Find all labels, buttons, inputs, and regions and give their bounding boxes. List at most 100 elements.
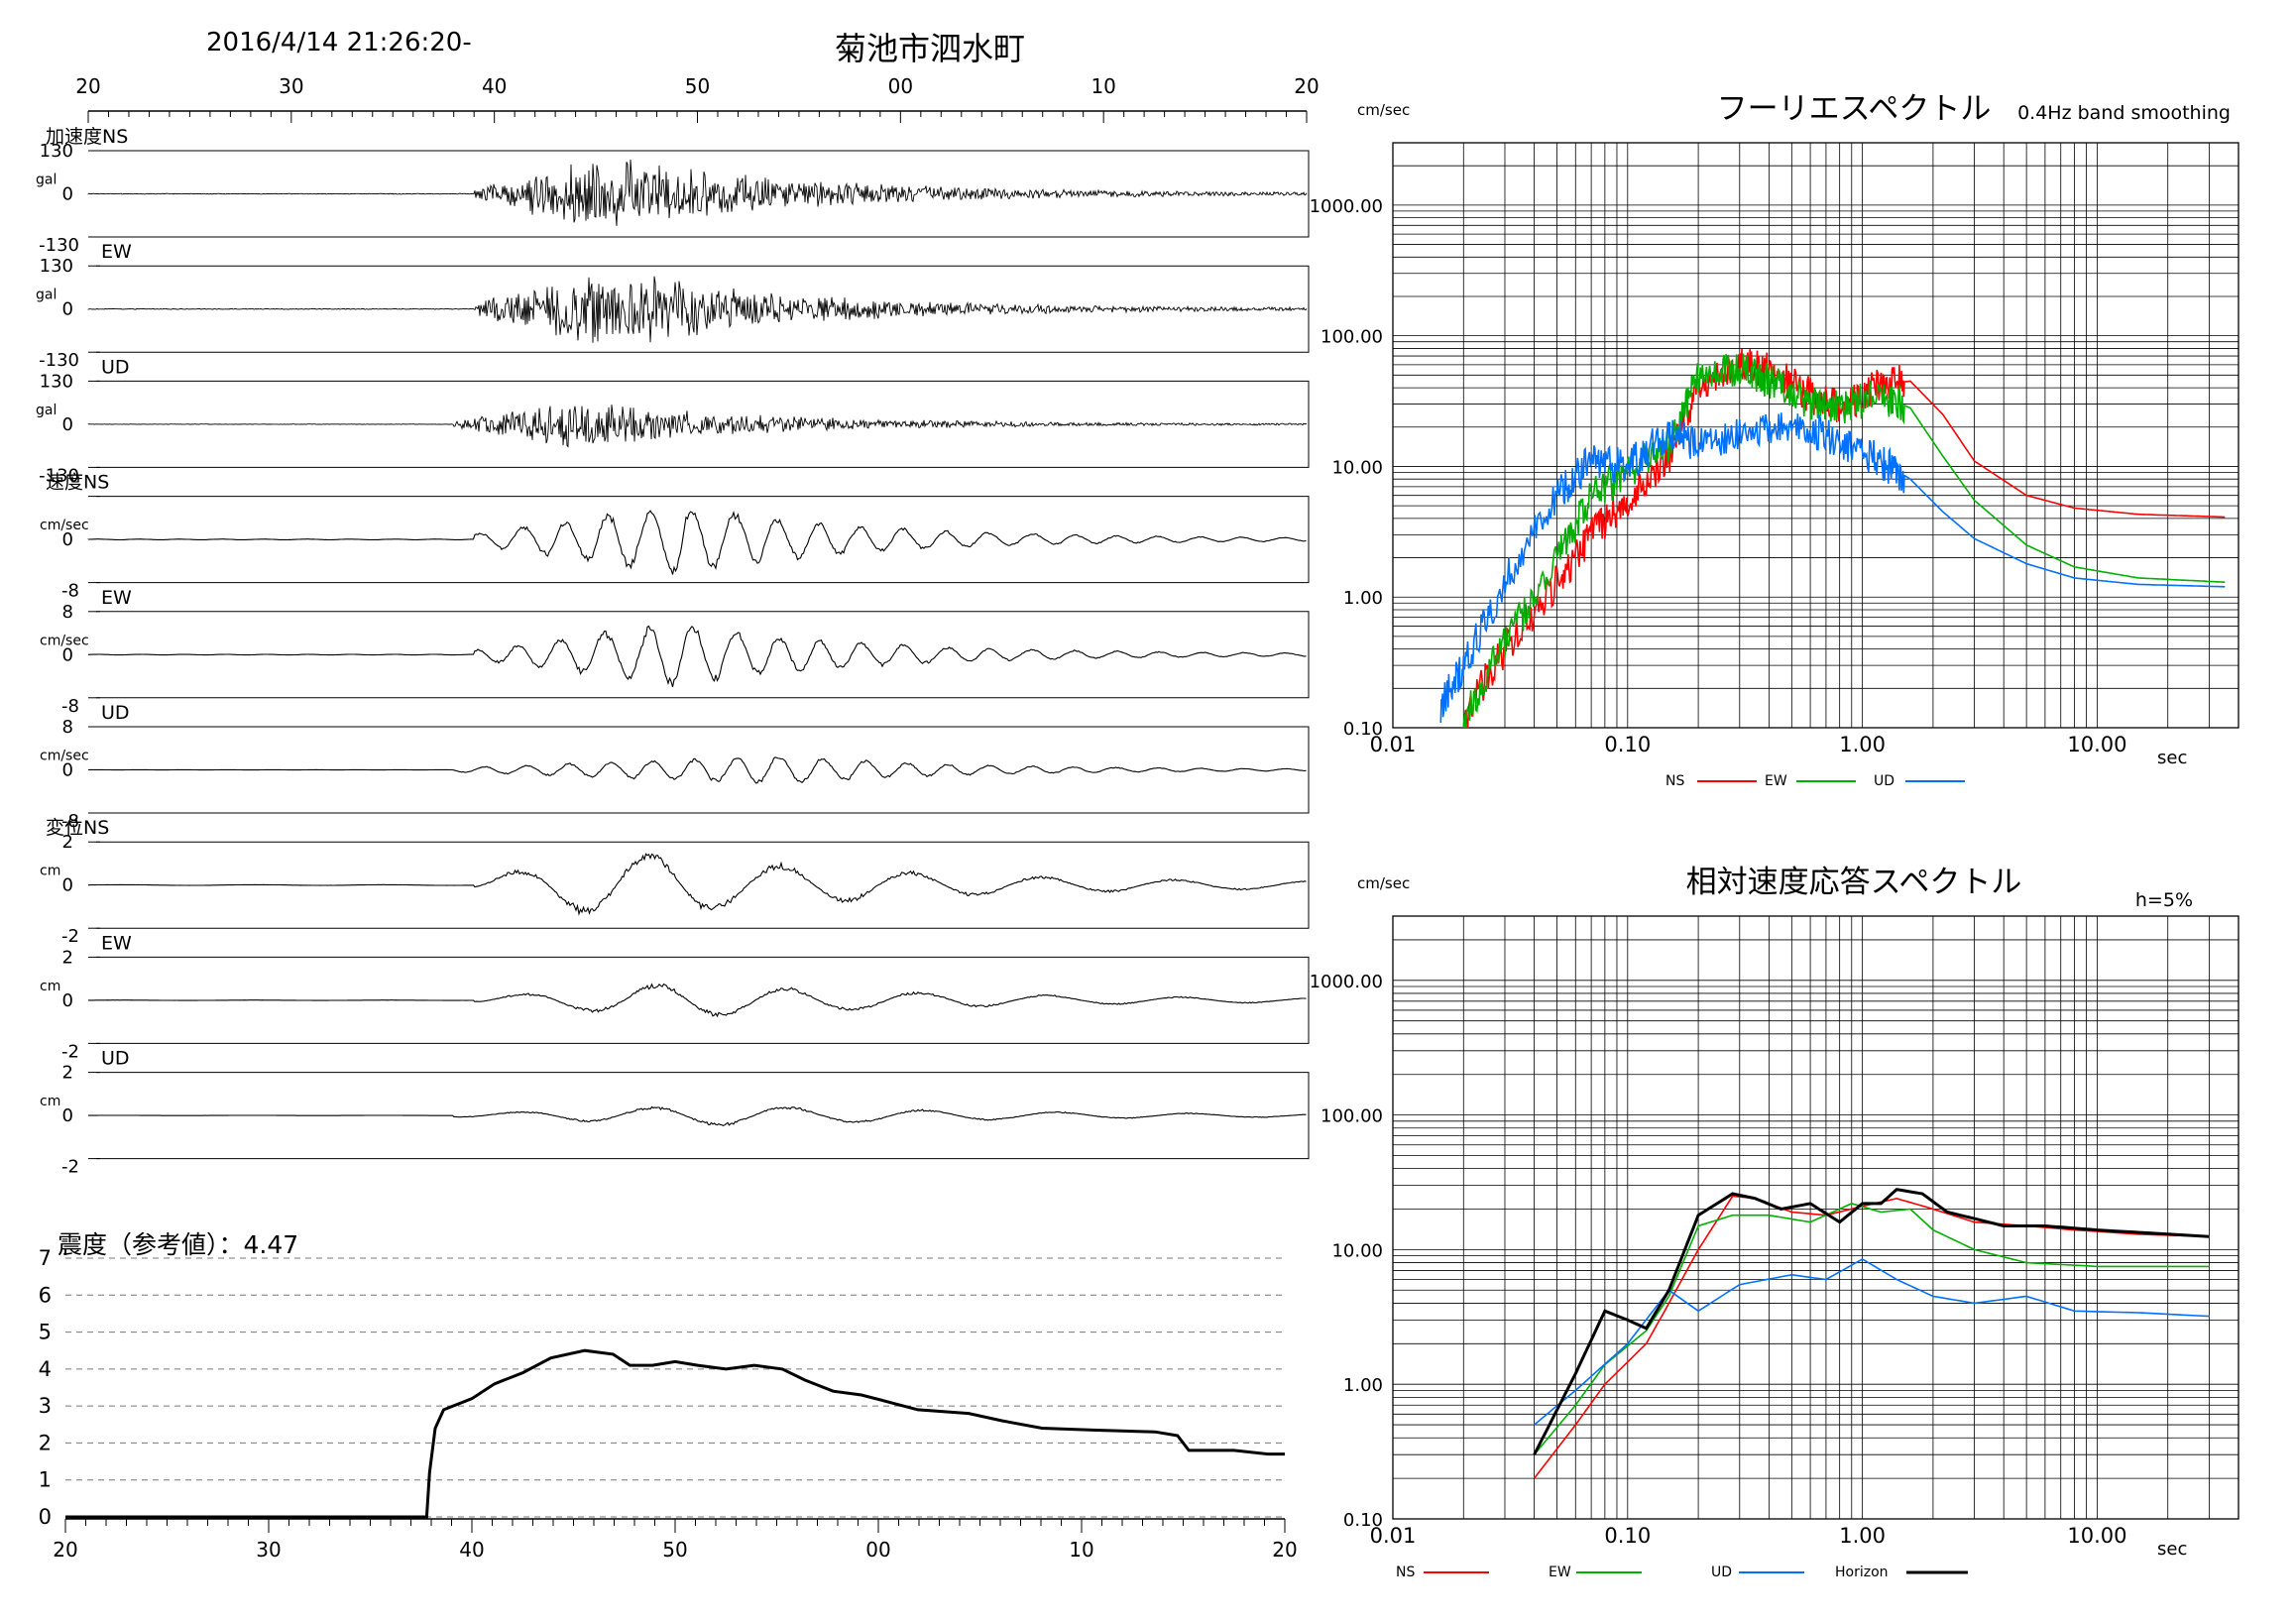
x-tick-label: 0.10 <box>1604 733 1651 756</box>
waveform-trace <box>87 405 1308 448</box>
unit-label: gal <box>36 288 57 303</box>
waveform-frame <box>96 726 1310 814</box>
waveform-trace <box>88 983 1307 1018</box>
intensity-trace <box>65 1348 1285 1519</box>
waveform-trace <box>87 276 1308 343</box>
waveform-trace <box>88 1105 1307 1127</box>
chart-title: 相対速度応答スペクトル <box>1686 865 2022 900</box>
intensity-xtick-label: 30 <box>256 1538 281 1562</box>
y-tick-label: 1000.00 <box>1310 972 1383 992</box>
waveform-trace <box>88 853 1307 916</box>
series-ns-line <box>1462 348 2226 729</box>
intensity-xtick-label: 20 <box>53 1538 77 1562</box>
waveform-label: EW <box>101 932 132 954</box>
x-tick-label: 0.10 <box>1604 1524 1651 1548</box>
zero-label: 0 <box>62 990 73 1011</box>
ymin-label: -8 <box>61 581 79 602</box>
waveform-panel-2: UD 130 0 -130 gal <box>36 356 1310 486</box>
time-tick-label: 10 <box>1091 74 1115 98</box>
unit-label: cm/sec <box>40 518 89 533</box>
waveform-panel-8: UD 2 0 -2 cm <box>40 1048 1310 1178</box>
waveform-frame <box>96 956 1310 1044</box>
time-tick-label: 00 <box>888 74 913 98</box>
ymax-label: 8 <box>62 602 73 623</box>
intensity-ytick-label: 5 <box>39 1321 52 1344</box>
waveform-trace <box>87 159 1308 226</box>
ymin-label: -130 <box>39 350 79 371</box>
intensity-xtick-label: 00 <box>865 1538 890 1562</box>
ymax-label: 2 <box>62 832 73 853</box>
x-tick-label: 1.00 <box>1839 733 1886 756</box>
unit-label: cm <box>40 979 60 994</box>
waveform-label: UD <box>101 702 130 724</box>
y-tick-label: 10.00 <box>1331 457 1383 478</box>
series-ud-line <box>1534 1258 2210 1426</box>
waveform-panel-3: 速度NS 0 -8 cm/sec <box>40 472 1310 602</box>
time-tick-label: 20 <box>75 74 100 98</box>
waveform-panel-5: UD 8 0 -8 cm/sec <box>40 702 1310 832</box>
unit-label: cm <box>40 1094 60 1109</box>
zero-label: 0 <box>62 1105 73 1126</box>
unit-label: cm/sec <box>40 633 89 648</box>
zero-label: 0 <box>62 529 73 550</box>
series-ud-line <box>1439 412 2226 724</box>
legend-label-ud: UD <box>1711 1565 1732 1580</box>
ymax-label: 130 <box>40 371 73 392</box>
waveform-panel-7: EW 2 0 -2 cm <box>40 932 1310 1062</box>
ymin-label: -2 <box>61 1041 79 1062</box>
x-tick-label: 0.01 <box>1370 1524 1417 1548</box>
damping-note: h=5% <box>2135 889 2193 911</box>
x-tick-label: 1.00 <box>1839 1524 1886 1548</box>
record-datetime: 2016/4/14 21:26:20- <box>206 28 472 58</box>
y-tick-label: 0.10 <box>1343 719 1383 740</box>
unit-label: gal <box>36 403 57 418</box>
y-tick-label: 10.00 <box>1331 1240 1383 1261</box>
waveform-frame <box>96 841 1310 929</box>
waveform-frame <box>96 611 1310 699</box>
zero-label: 0 <box>62 184 73 205</box>
waveform-frame <box>96 1072 1310 1160</box>
x-tick-label: 10.00 <box>2067 1524 2126 1548</box>
waveform-label: 変位NS <box>46 817 109 839</box>
ymax-label: 2 <box>62 1063 73 1084</box>
waveform-frame <box>96 265 1310 353</box>
waveform-panel-1: EW 130 0 -130 gal <box>36 241 1310 371</box>
unit-label: cm/sec <box>40 749 89 764</box>
y-tick-label: 1.00 <box>1343 1375 1383 1396</box>
y-tick-label: 1000.00 <box>1310 196 1383 217</box>
zero-label: 0 <box>62 644 73 665</box>
y-tick-label: 100.00 <box>1320 1106 1383 1127</box>
intensity-ytick-label: 0 <box>39 1505 52 1529</box>
waveform-trace <box>87 625 1307 688</box>
y-axis-label: cm/sec <box>1357 874 1410 892</box>
waveform-label: 加速度NS <box>46 126 128 148</box>
ymin-label: -2 <box>61 1157 79 1178</box>
x-axis-label: sec <box>2157 1539 2187 1560</box>
series-horizon-line <box>1533 1188 2210 1455</box>
plot-frame <box>1392 915 2239 1520</box>
legend-label-ns: NS <box>1665 773 1684 789</box>
station-name: 菊池市泗水町 <box>835 30 1026 67</box>
ymin-label: -8 <box>61 811 79 832</box>
waveform-frame <box>96 380 1310 468</box>
intensity-ytick-label: 1 <box>39 1468 52 1492</box>
time-tick-label: 40 <box>482 74 507 98</box>
legend-label-horizon: Horizon <box>1835 1565 1889 1580</box>
x-axis-label: sec <box>2157 748 2187 768</box>
unit-label: cm <box>40 864 60 879</box>
ymax-label: 8 <box>62 717 73 738</box>
legend-label-ud: UD <box>1874 773 1894 789</box>
waveform-panel-4: EW 8 0 -8 cm/sec <box>40 587 1310 717</box>
intensity-xtick-label: 10 <box>1069 1538 1093 1562</box>
waveform-trace <box>87 756 1307 784</box>
waveform-label: UD <box>101 356 130 378</box>
y-tick-label: 0.10 <box>1343 1510 1383 1531</box>
intensity-ytick-label: 4 <box>39 1357 52 1381</box>
time-tick-label: 30 <box>279 74 303 98</box>
time-tick-label: 20 <box>1294 74 1319 98</box>
y-axis-label: cm/sec <box>1357 101 1410 119</box>
x-tick-label: 10.00 <box>2067 733 2126 756</box>
waveform-label: EW <box>101 241 132 263</box>
